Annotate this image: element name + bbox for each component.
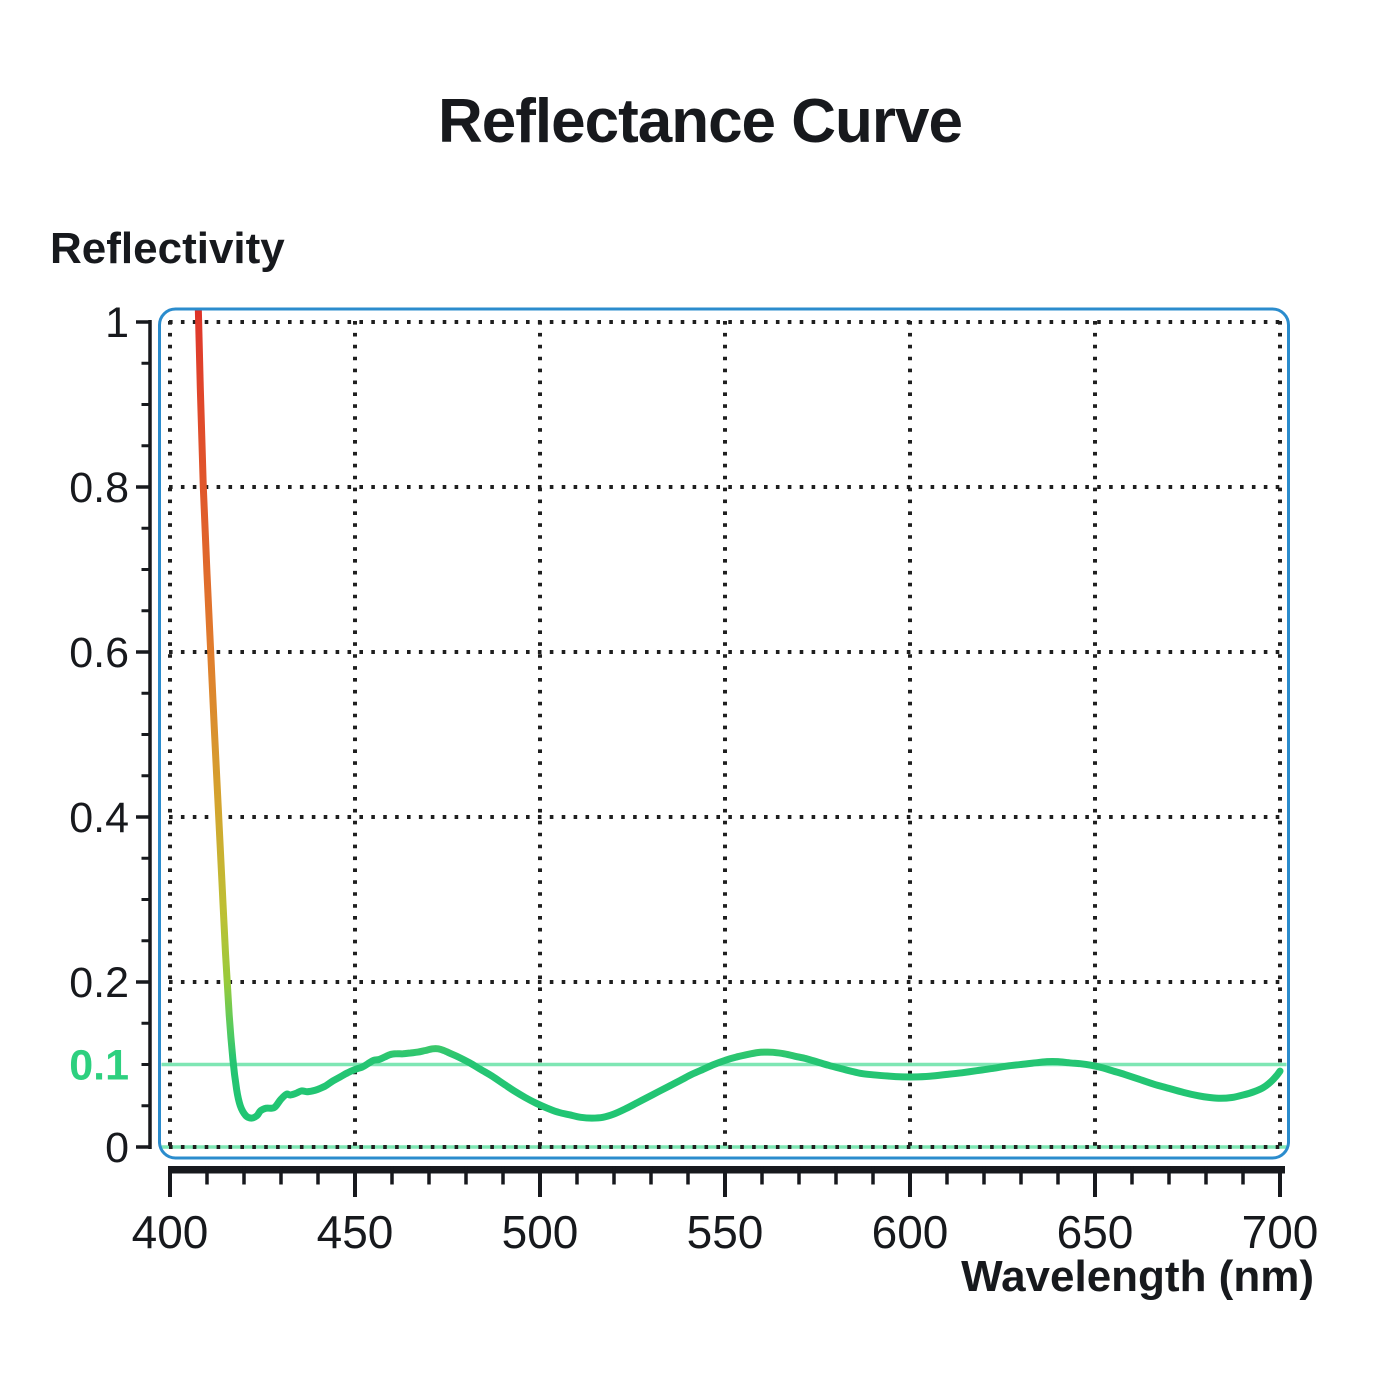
x-tick-label: 500 (502, 1206, 579, 1258)
x-tick-label: 450 (317, 1206, 394, 1258)
chart-title: Reflectance Curve (437, 87, 963, 156)
y-tick-label-highlight: 0.1 (69, 1042, 129, 1090)
x-axis-title: Wavelength (nm) (961, 1252, 1314, 1301)
reference-lines (161, 1062, 1287, 1149)
y-tick-label: 0.8 (69, 464, 129, 512)
x-tick-label: 550 (687, 1206, 764, 1258)
y-axis (136, 320, 152, 1149)
y-tick-label: 0.4 (69, 794, 129, 842)
y-axis-title: Reflectivity (50, 224, 285, 273)
y-tick-label: 1 (105, 299, 129, 347)
x-tick-label: 600 (872, 1206, 949, 1258)
y-tick-label: 0 (105, 1124, 129, 1172)
y-tick-label: 0.2 (69, 959, 129, 1007)
x-tick-label: 700 (1242, 1206, 1319, 1258)
x-tick-label: 400 (132, 1206, 209, 1258)
series-layer (193, 310, 1284, 1122)
x-tick-label: 650 (1057, 1206, 1134, 1258)
plot-border (158, 307, 1290, 1160)
y-tick-label: 0.6 (69, 629, 129, 677)
x-axis (168, 1166, 1285, 1197)
reflectance-curve (193, 310, 1284, 1122)
tick-labels: 1 0.8 0.6 0.4 0.2 0 0.1 400 450 500 550 600 650 700 (69, 299, 1318, 1258)
grid (168, 320, 1282, 1149)
